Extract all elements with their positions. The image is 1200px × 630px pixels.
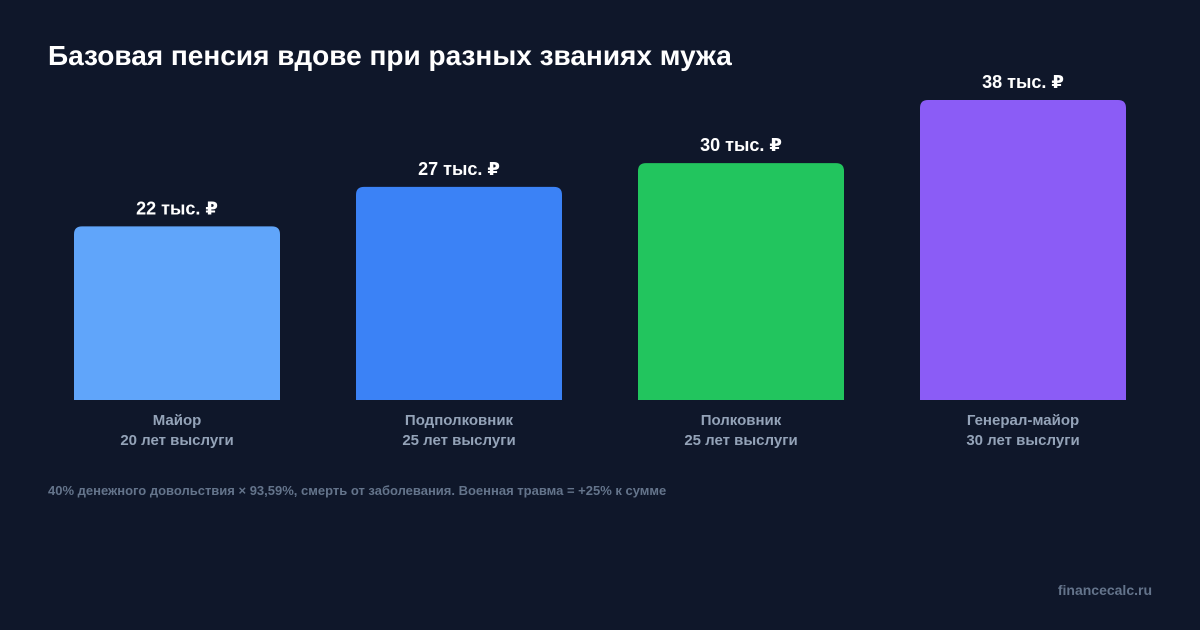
category-label: Майор	[153, 412, 202, 429]
category-label: Генерал-майор	[967, 412, 1079, 429]
bar-3	[638, 163, 844, 400]
bar-2	[356, 186, 562, 400]
chart-title: Базовая пенсия вдове при разных званиях …	[48, 40, 732, 71]
category-label: Полковник	[701, 412, 782, 429]
bar-value-label: 22 тыс. ₽	[136, 198, 218, 218]
watermark: financecalc.ru	[1057, 582, 1152, 598]
category-sublabel: 20 лет выслуги	[120, 432, 233, 449]
footnote: 40% денежного довольствия × 93,59%, смер…	[48, 483, 667, 498]
category-sublabel: 30 лет выслуги	[966, 432, 1079, 449]
category-label: Подполковник	[405, 412, 514, 429]
bar-value-label: 30 тыс. ₽	[700, 135, 782, 155]
bar-value-label: 38 тыс. ₽	[982, 72, 1064, 92]
bar-value-label: 27 тыс. ₽	[418, 159, 500, 179]
category-sublabel: 25 лет выслуги	[402, 432, 515, 449]
bar-4	[920, 100, 1126, 400]
bar-1	[74, 226, 280, 400]
category-sublabel: 25 лет выслуги	[684, 432, 797, 449]
